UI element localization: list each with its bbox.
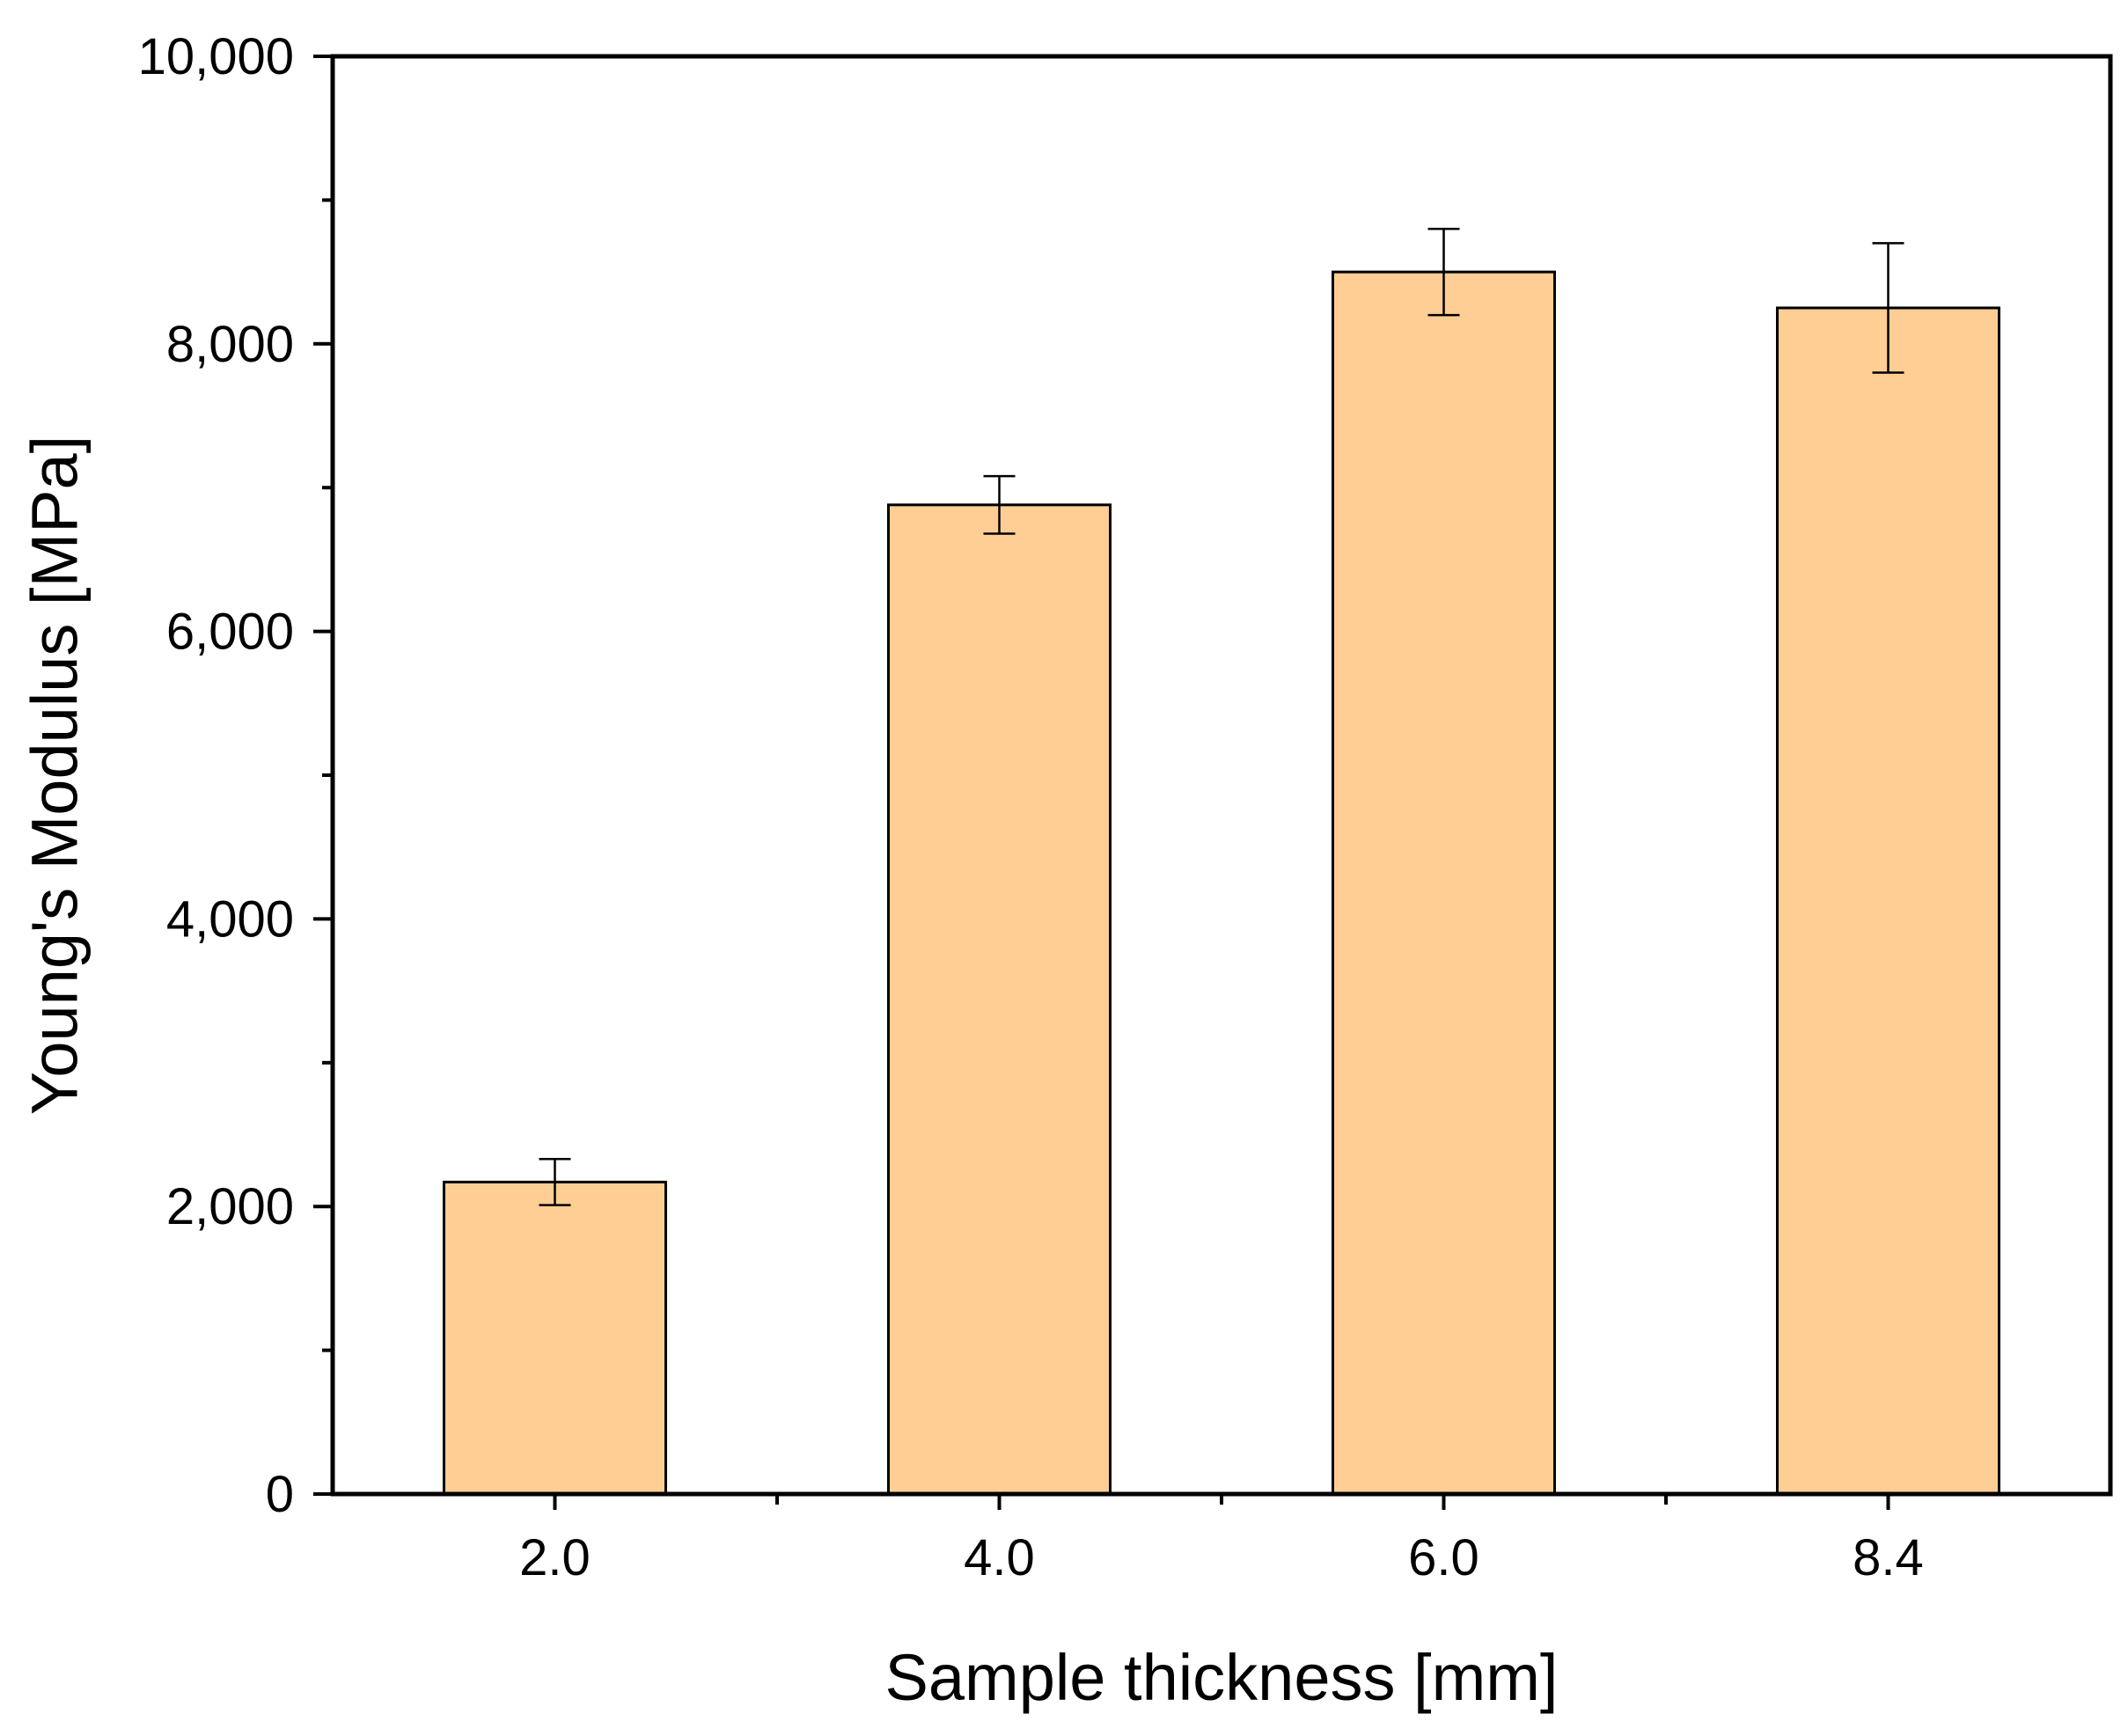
y-tick-label: 4,000 [166, 890, 294, 948]
y-tick-label: 2,000 [166, 1178, 294, 1235]
error-bars-layer [539, 227, 1904, 1206]
x-tick-label: 8.4 [1853, 1529, 1924, 1586]
y-tick-label: 10,000 [138, 28, 294, 85]
y-tick-label: 0 [266, 1466, 294, 1523]
x-axis-title: Sample thickness [mm] [885, 1641, 1559, 1714]
error-bar-4.0 [983, 474, 1016, 535]
bar-2.0 [443, 1180, 667, 1496]
bar-8.4 [1776, 306, 2000, 1496]
x-tick-label: 2.0 [519, 1529, 591, 1586]
bar-6.0 [1332, 270, 1556, 1496]
x-tick-label: 4.0 [964, 1529, 1035, 1586]
y-axis-title: Young's Modulus [MPa] [18, 436, 92, 1115]
bars-layer [443, 270, 2000, 1496]
error-bar-2.0 [539, 1158, 571, 1206]
y-axis: 0 2,000 4,000 6,000 8,000 10,000 [138, 28, 333, 1523]
y-tick-label: 6,000 [166, 604, 294, 661]
x-tick-label: 6.0 [1408, 1529, 1479, 1586]
error-bar-6.0 [1427, 227, 1460, 317]
y-tick-label: 8,000 [166, 316, 294, 373]
x-axis: 2.0 4.0 6.0 8.4 [519, 1494, 1924, 1586]
error-bar-8.4 [1872, 242, 1904, 374]
bar-4.0 [887, 503, 1112, 1496]
